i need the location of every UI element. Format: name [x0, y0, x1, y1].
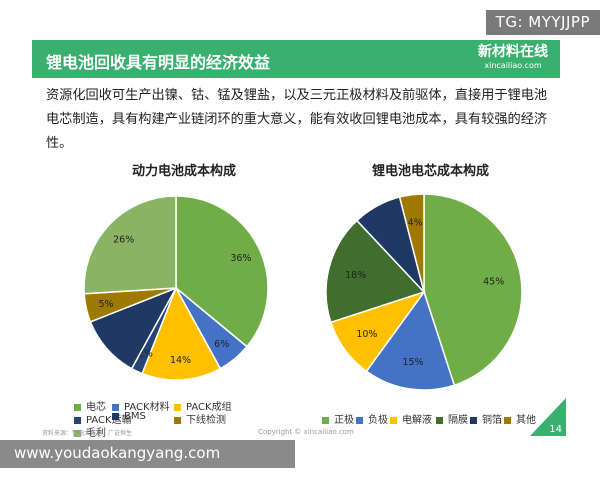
legend-label: 毛利 — [86, 428, 106, 439]
legend-swatch — [356, 416, 363, 424]
legend-item-1-3: 隔膜 — [436, 411, 468, 426]
legend-label: 负极 — [368, 415, 388, 426]
legend-label: 隔膜 — [448, 415, 468, 426]
pie-slice-1-1 — [365, 290, 456, 391]
logo-url: xincailiao.com — [484, 61, 542, 70]
source-note: 资料来源：智电大数据、广证恒生 — [42, 430, 133, 437]
legend-swatch — [174, 416, 181, 424]
corner-decoration — [530, 398, 566, 436]
legend-swatch — [112, 412, 119, 420]
copyright-note: Copyright © xincailiao.com — [258, 428, 354, 436]
logo-text: 新材料在线 — [478, 44, 548, 60]
pie-label-1-0: 45% — [483, 277, 504, 288]
legend-label: PACK材料 — [124, 402, 170, 413]
legend-item-1-4: 铜箔 — [470, 411, 502, 426]
pie-label-0-3: 2% — [138, 348, 153, 359]
legend-label: 正极 — [334, 415, 354, 426]
legend-label: BMS — [124, 411, 146, 422]
legend-swatch — [74, 403, 81, 411]
site-watermark-text: www.youdaokangyang.com — [14, 444, 221, 462]
legend-item-1-0: 正极 — [322, 411, 354, 426]
pie-slice-1-3 — [325, 219, 426, 324]
legend-item-0-2: PACK成组 — [174, 398, 232, 413]
legend-item-1-5: 其他 — [504, 411, 536, 426]
legend-swatch — [390, 416, 397, 424]
pie-slice-0-0 — [175, 195, 269, 348]
pie-slice-1-0 — [423, 193, 523, 387]
pie-label-1-3: 18% — [345, 270, 366, 281]
legend-item-0-0: 电芯 — [74, 398, 106, 413]
legend-item-0-5: 下线检测 — [174, 411, 226, 426]
legend-swatch — [504, 416, 511, 424]
pie-label-1-2: 10% — [356, 329, 377, 340]
pie-label-1-1: 15% — [402, 357, 423, 368]
legend-item-0-1: PACK材料 — [112, 398, 170, 413]
brand-logo: 新材料在线 xincailiao.com — [478, 43, 548, 75]
legend-label: 铜箔 — [482, 415, 502, 426]
legend-swatch — [174, 403, 181, 411]
legend-label: 下线检测 — [186, 415, 226, 426]
legend-swatch — [74, 416, 81, 424]
legend-swatch — [112, 403, 119, 411]
legend-label: PACK运输 — [86, 415, 132, 426]
legend-swatch — [436, 416, 443, 424]
pie-label-1-5: 4% — [408, 218, 423, 229]
legend-item-1-1: 负极 — [356, 411, 388, 426]
legend-label: 电解液 — [402, 415, 432, 426]
body-paragraph: 资源化回收可生产出镍、钴、锰及锂盐，以及三元正极材料及前驱体，直接用于锂电池电芯… — [46, 88, 548, 151]
legend-swatch — [322, 416, 329, 424]
chart-title-power-battery: 动力电池成本构成 — [132, 164, 237, 179]
legend-item-0-3: PACK运输 — [74, 411, 132, 426]
legend-swatch — [470, 416, 477, 424]
legend-swatch — [74, 429, 81, 437]
pie-label-0-5: 5% — [98, 299, 113, 310]
legend-label: PACK成组 — [186, 402, 232, 413]
pie-label-0-2: 14% — [170, 355, 191, 366]
legend-item-0-4: BMS — [112, 411, 146, 422]
chart-title-cell: 锂电池电芯成本构成 — [372, 164, 490, 179]
pie-label-0-0: 36% — [230, 253, 251, 264]
pie-slice-1-5 — [398, 193, 425, 293]
legend-label: 电芯 — [86, 402, 106, 413]
site-watermark: www.youdaokangyang.com — [0, 440, 295, 468]
pie-label-0-1: 6% — [214, 339, 229, 350]
legend-item-1-2: 电解液 — [390, 411, 432, 426]
page-number: 14 — [549, 424, 562, 435]
pie-slice-0-2 — [141, 286, 222, 381]
legend-item-0-6: 毛利 — [74, 424, 106, 439]
telegram-watermark: TG: MYYJJPP — [485, 10, 600, 35]
slide-header: 锂电池回收具有明显的经济效益 新材料在线 xincailiao.com — [32, 40, 560, 78]
pie-label-0-6: 26% — [113, 234, 134, 245]
legend-label: 其他 — [516, 415, 536, 426]
pie-slice-0-6 — [83, 195, 177, 295]
slide-title: 锂电池回收具有明显的经济效益 — [46, 53, 271, 72]
